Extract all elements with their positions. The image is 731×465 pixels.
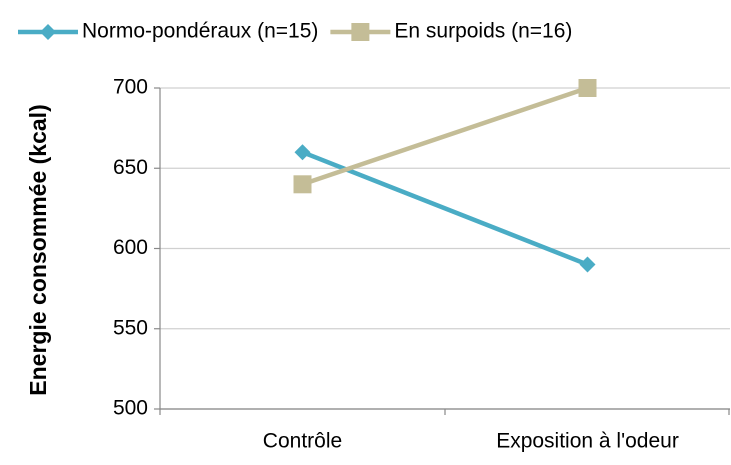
line <box>301 150 589 267</box>
legend-label: Normo-pondéraux (n=15) <box>82 20 318 43</box>
marker <box>294 144 311 161</box>
legend-marker <box>40 24 56 40</box>
y-tick-label: 600 <box>113 236 148 259</box>
x-tick-label: Exposition à l'odeur <box>496 430 679 453</box>
y-tick-label: 500 <box>113 397 148 420</box>
y-tick-label: 700 <box>113 76 148 99</box>
y-tick-label: 550 <box>113 316 148 339</box>
marker <box>293 175 312 194</box>
legend-label: En surpoids (n=16) <box>394 20 572 43</box>
x-tick-label: Contrôle <box>263 430 342 453</box>
y-axis-label: Energie consommée (kcal) <box>25 104 51 395</box>
marker <box>578 79 597 97</box>
marker <box>579 256 596 273</box>
y-tick-label: 650 <box>113 156 148 179</box>
legend-marker <box>351 23 370 41</box>
line <box>301 85 589 187</box>
